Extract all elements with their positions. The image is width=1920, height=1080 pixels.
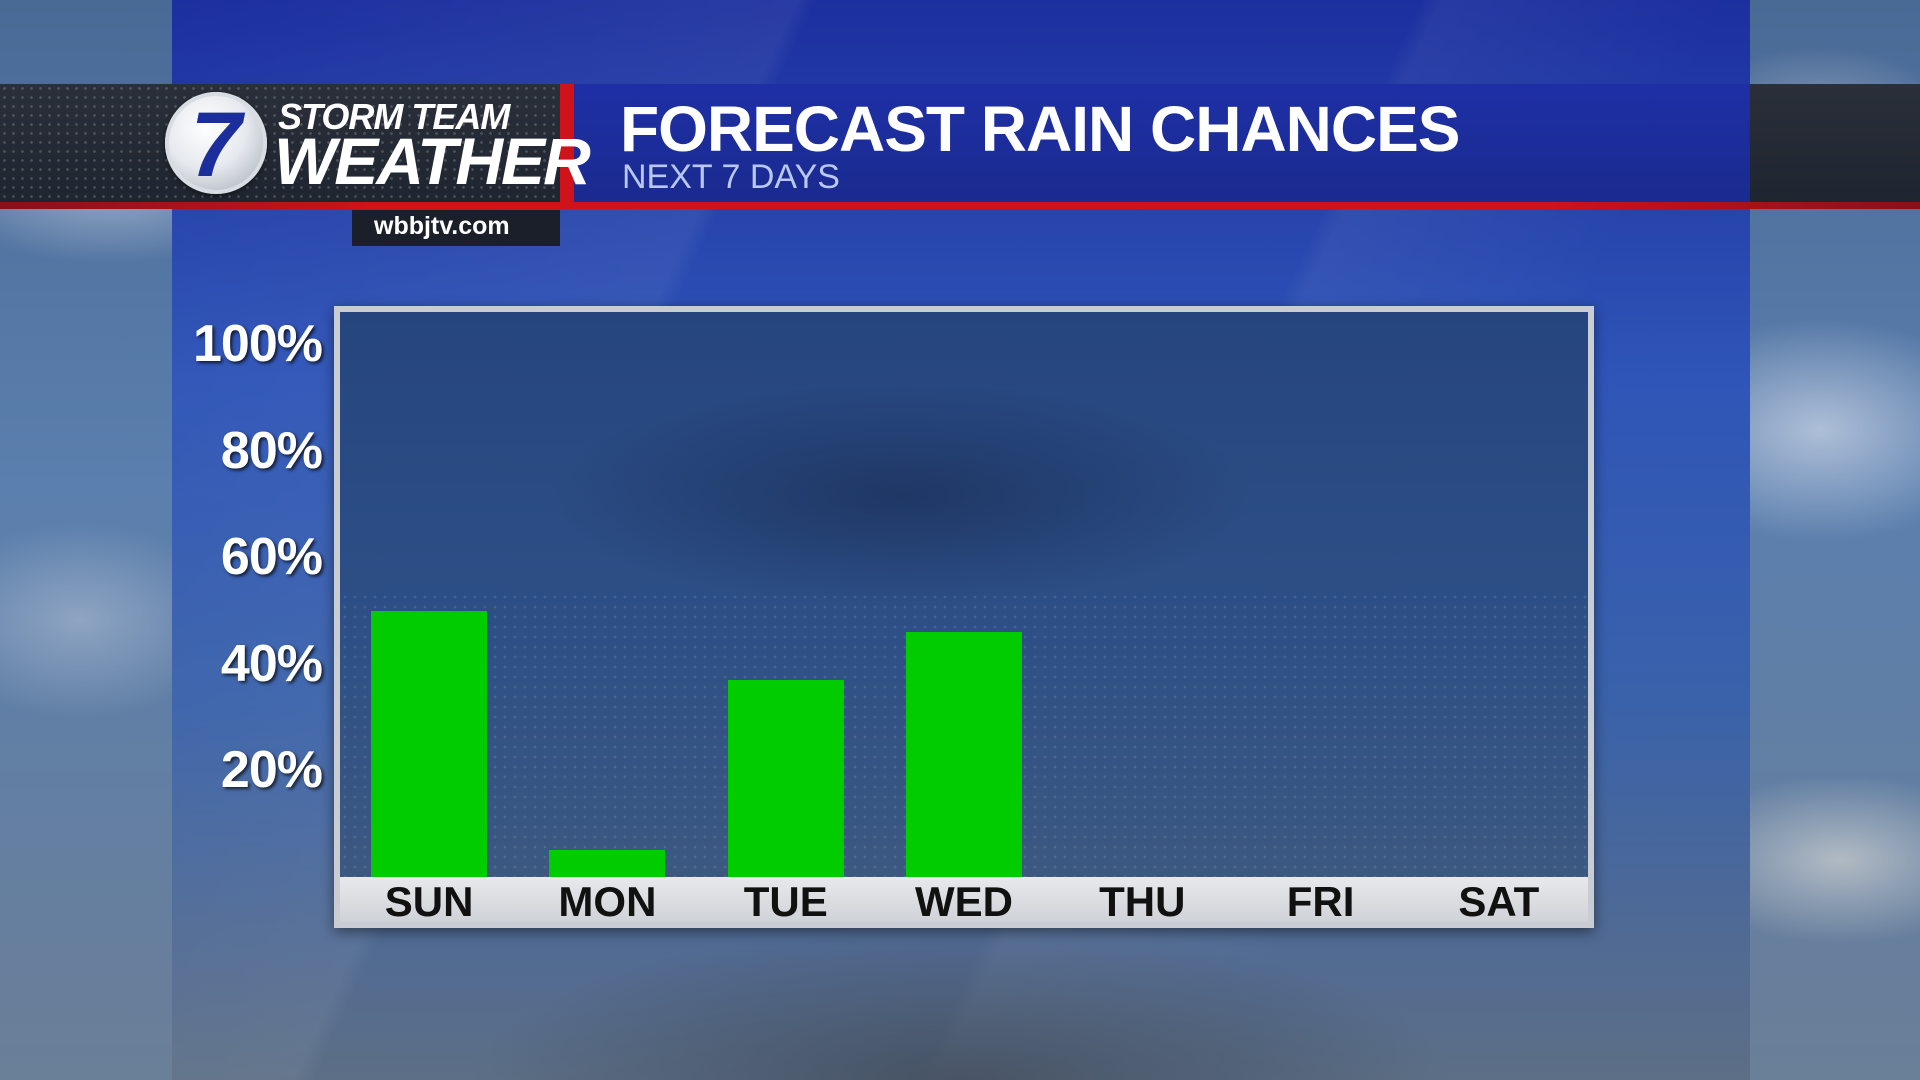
bar-wed bbox=[906, 631, 1022, 877]
x-tick-label-sun: SUN bbox=[384, 878, 474, 925]
page-title: FORECAST RAIN CHANCES bbox=[620, 93, 1460, 165]
y-tick-label-60: 60% bbox=[220, 528, 323, 587]
x-axis-label-strip bbox=[340, 877, 1588, 922]
y-tick-label-40: 40% bbox=[220, 634, 323, 693]
chart-frame bbox=[334, 306, 1594, 928]
y-tick-label-100: 100% bbox=[193, 315, 323, 373]
x-tick-label-fri: FRI bbox=[1286, 878, 1355, 925]
logo-number: 7 bbox=[190, 94, 242, 196]
y-tick-label-80: 80% bbox=[220, 421, 323, 480]
channel-7-logo: 7 bbox=[165, 92, 267, 196]
x-tick-label-tue: TUE bbox=[743, 878, 828, 925]
x-tick-label-sat: SAT bbox=[1458, 878, 1540, 925]
x-tick-label-wed: WED bbox=[915, 878, 1013, 925]
bar-mon bbox=[549, 850, 666, 877]
website-tab bbox=[352, 210, 560, 246]
header-red-line bbox=[0, 202, 1920, 209]
header-red-accent bbox=[560, 84, 574, 204]
y-tick-label-20: 20% bbox=[220, 741, 323, 800]
bar-tue bbox=[727, 679, 844, 877]
page-subtitle: NEXT 7 DAYS bbox=[622, 158, 840, 196]
brand-line-2: WEATHER bbox=[274, 124, 591, 198]
website-url: wbbjtv.com bbox=[374, 212, 510, 240]
bar-sun bbox=[371, 610, 488, 877]
header-title-area bbox=[560, 84, 1750, 204]
x-tick-label-mon: MON bbox=[558, 878, 657, 925]
x-tick-label-thu: THU bbox=[1099, 878, 1186, 925]
brand-line-1: STORM TEAM bbox=[278, 96, 510, 137]
